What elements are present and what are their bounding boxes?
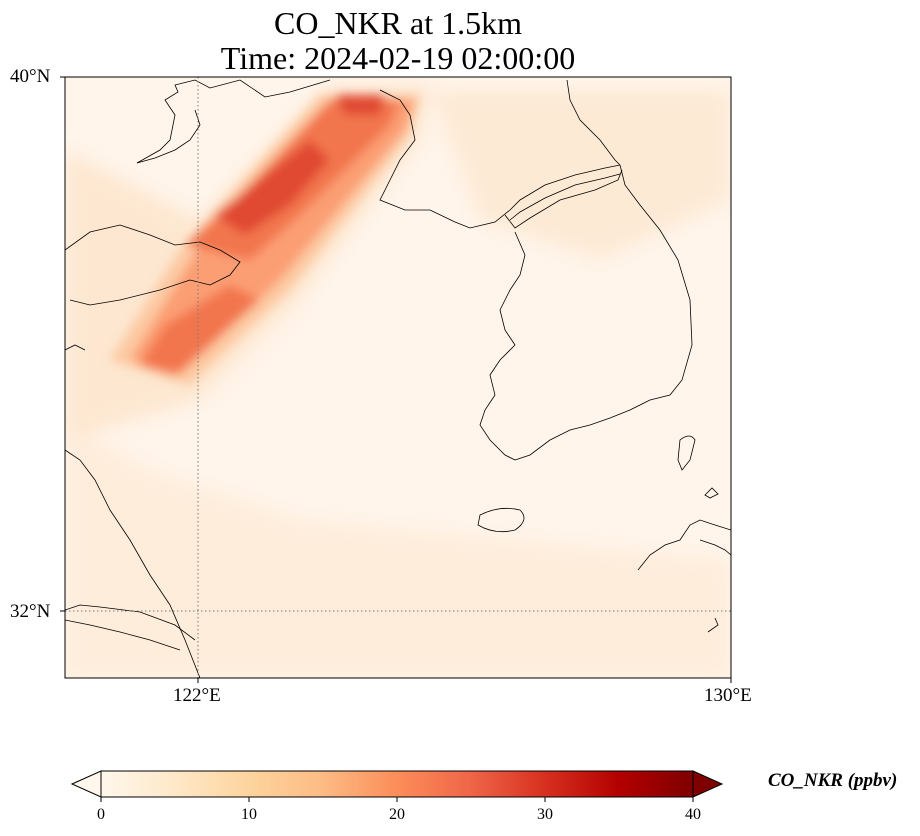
map-frame [64,76,732,679]
colorbar-tick-label: 20 [389,806,405,823]
colorbar-tick-label: 40 [685,806,701,823]
colorbar-tick-marks [100,797,694,802]
plume-core-north [335,95,385,115]
colorbar-tick-label: 0 [97,806,105,823]
colorbar-tick-label: 30 [537,806,553,823]
colorbar-label: CO_NKR (ppbv) [768,770,898,791]
chart-title-variable: CO_NKR at 1.5km [274,5,522,41]
lat-label-32: 32°N [10,601,51,622]
colorbar-extend-max [692,770,724,798]
colorbar-tick-label: 10 [241,806,257,823]
co-concentration-field [65,85,731,678]
lon-label-130: 130°E [704,685,752,706]
colorbar-gradient [101,771,693,797]
plume-core [215,140,330,235]
plume-background-haze [65,420,731,678]
colorbar-extend-min [70,770,102,798]
lon-label-122: 122°E [173,685,221,706]
lat-label-40: 40°N [10,66,51,87]
chart-title-time: Time: 2024-02-19 02:00:00 [220,40,576,76]
map-content [65,77,731,678]
plume-northeast-haze [430,90,731,260]
plume-layer-4b [140,285,260,375]
coastlines [65,79,731,678]
